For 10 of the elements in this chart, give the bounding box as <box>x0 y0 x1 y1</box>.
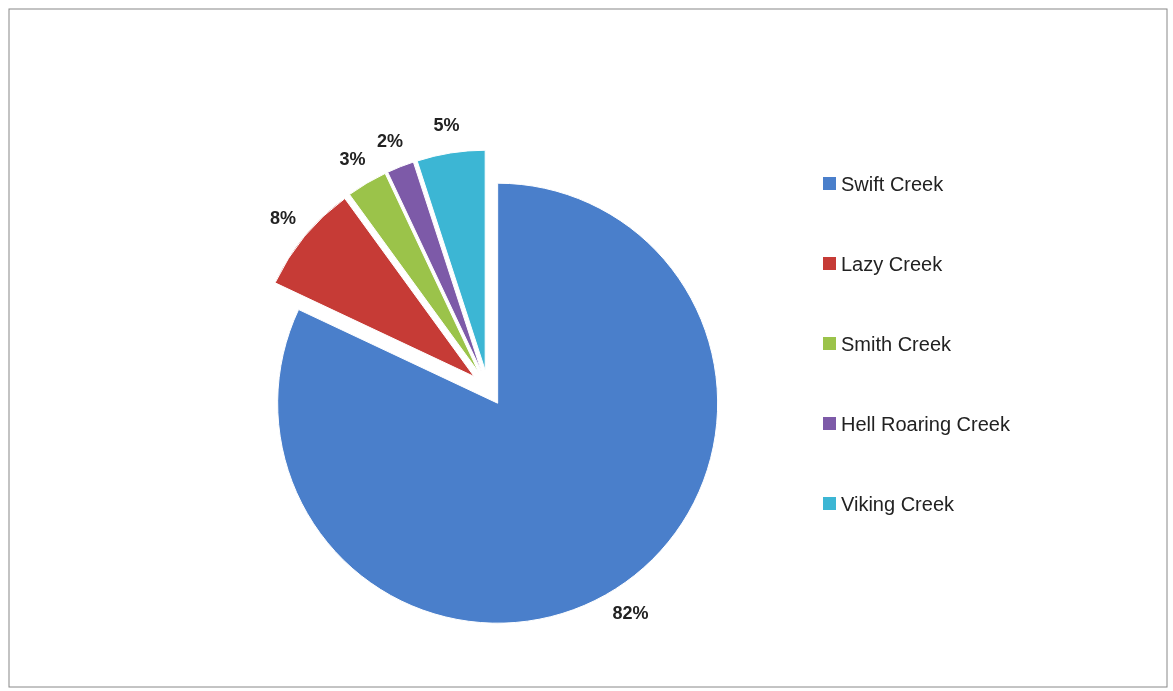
legend-label: Smith Creek <box>841 333 953 355</box>
legend-label: Swift Creek <box>841 173 945 195</box>
legend-label: Hell Roaring Creek <box>841 413 1011 435</box>
data-label: 3% <box>339 149 366 170</box>
data-label: 2% <box>377 130 404 151</box>
data-label: 5% <box>433 115 460 136</box>
legend-label: Viking Creek <box>841 493 956 515</box>
data-label: 8% <box>270 208 297 229</box>
legend-label: Lazy Creek <box>841 253 944 275</box>
data-label: 82% <box>612 602 649 623</box>
